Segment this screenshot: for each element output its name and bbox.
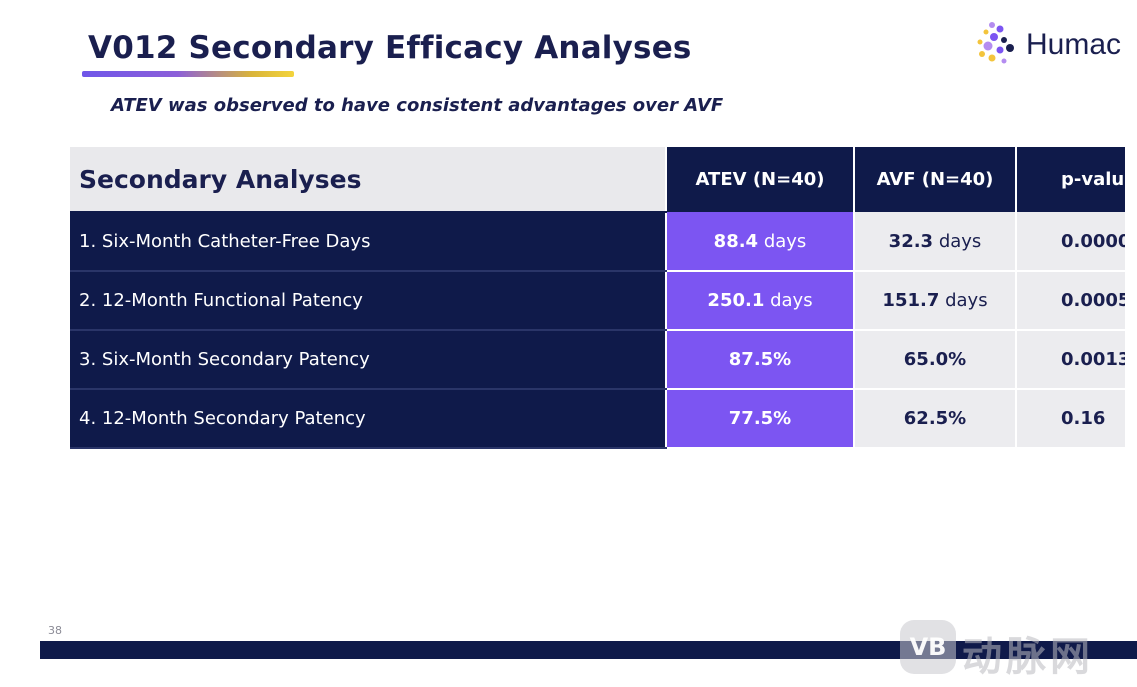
atev-unit: days	[758, 230, 807, 252]
pvalue: 0.00009	[1015, 212, 1125, 272]
title-underline	[82, 71, 294, 77]
table-row: 1. Six-Month Catheter-Free Days 88.4 day…	[70, 212, 1125, 272]
slide-title: V012 Secondary Efficacy Analyses	[88, 30, 692, 66]
avf-column-header: AVF (N=40)	[853, 147, 1016, 212]
row-label: 4. 12-Month Secondary Patency	[70, 389, 666, 449]
atev-unit: days	[764, 290, 813, 311]
avf-value: 32.3 days	[853, 212, 1016, 272]
page-number: 38	[48, 624, 62, 637]
atev-value: 250.1 days	[665, 271, 854, 331]
atev-column-header: ATEV (N=40)	[665, 147, 854, 212]
watermark-badge: VB	[900, 620, 956, 674]
table-row: 2. 12-Month Functional Patency 250.1 day…	[70, 271, 1125, 331]
secondary-analyses-table: Secondary Analyses ATEV (N=40) AVF (N=40…	[70, 147, 1125, 449]
atev-value: 88.4 days	[665, 212, 854, 272]
table-title-header: Secondary Analyses	[70, 147, 666, 213]
avf-unit: days	[939, 290, 988, 311]
avf-number: 65.0%	[903, 349, 967, 370]
table-header-row: Secondary Analyses ATEV (N=40) AVF (N=40…	[70, 147, 1125, 213]
slide-subtitle: ATEV was observed to have consistent adv…	[111, 95, 724, 116]
footer-bar	[40, 641, 1137, 659]
table-row: 3. Six-Month Secondary Patency 87.5% 65.…	[70, 330, 1125, 390]
watermark-text: 动脉网	[962, 634, 1094, 680]
table-row: 4. 12-Month Secondary Patency 77.5% 62.5…	[70, 389, 1125, 449]
atev-value: 87.5%	[665, 330, 854, 390]
row-label: 3. Six-Month Secondary Patency	[70, 330, 666, 390]
atev-number: 250.1	[707, 290, 765, 311]
avf-unit: days	[933, 230, 982, 252]
row-label: 1. Six-Month Catheter-Free Days	[70, 212, 666, 272]
avf-number: 151.7	[882, 290, 940, 311]
avf-value: 151.7 days	[853, 271, 1016, 331]
pvalue: 0.0013	[1015, 330, 1125, 390]
avf-number: 32.3	[888, 230, 934, 252]
atev-number: 88.4	[713, 230, 759, 252]
atev-value: 77.5%	[665, 389, 854, 449]
pvalue: 0.00057	[1015, 271, 1125, 331]
avf-number: 62.5%	[903, 408, 967, 429]
avf-value: 62.5%	[853, 389, 1016, 449]
watermark: VB 动脉网	[900, 618, 1137, 680]
atev-number: 77.5%	[728, 408, 792, 429]
logo-wordmark: Humac	[1026, 28, 1122, 61]
atev-number: 87.5%	[728, 349, 792, 370]
dots-logo-icon	[977, 22, 1014, 64]
avf-value: 65.0%	[853, 330, 1016, 390]
row-label: 2. 12-Month Functional Patency	[70, 271, 666, 331]
pvalue-column-header: p-value	[1015, 147, 1125, 212]
company-logo: Humac	[972, 20, 1137, 70]
pvalue: 0.16	[1015, 389, 1125, 449]
